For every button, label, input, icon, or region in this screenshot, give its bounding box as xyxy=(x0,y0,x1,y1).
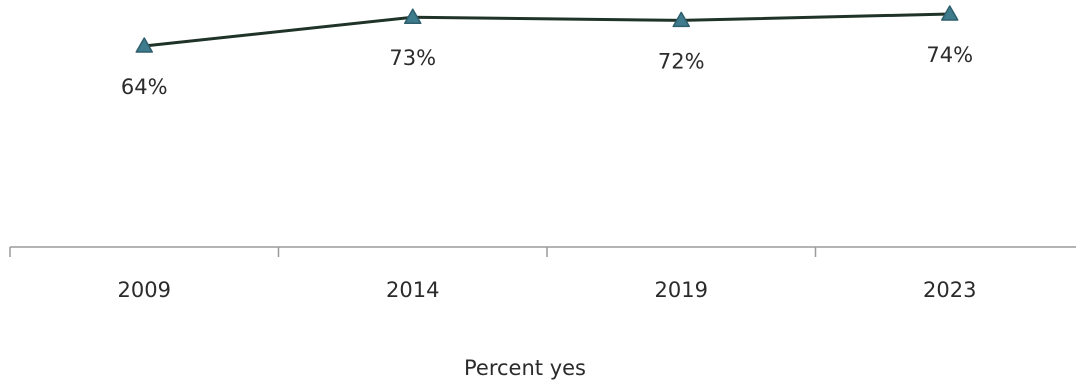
data-point-2009 xyxy=(135,37,153,53)
data-point-2023 xyxy=(941,5,959,21)
data-label-2014: 73% xyxy=(389,46,436,70)
x-tick-label-2019: 2019 xyxy=(655,278,708,302)
data-point-2014 xyxy=(404,8,422,24)
x-tick-label-2009: 2009 xyxy=(118,278,171,302)
x-tick-label-2014: 2014 xyxy=(386,278,439,302)
data-label-2023: 74% xyxy=(926,43,973,67)
x-axis-title: Percent yes xyxy=(464,356,586,380)
data-labels: 64% 73% 72% 74% xyxy=(121,43,973,99)
x-tick-label-2023: 2023 xyxy=(923,278,976,302)
series-layer xyxy=(135,5,959,53)
data-label-2019: 72% xyxy=(658,49,705,73)
data-point-2019 xyxy=(672,11,690,28)
data-label-2009: 64% xyxy=(121,75,168,99)
x-axis: 2009 2014 2019 2023 xyxy=(9,246,1076,302)
series-line xyxy=(144,12,950,48)
